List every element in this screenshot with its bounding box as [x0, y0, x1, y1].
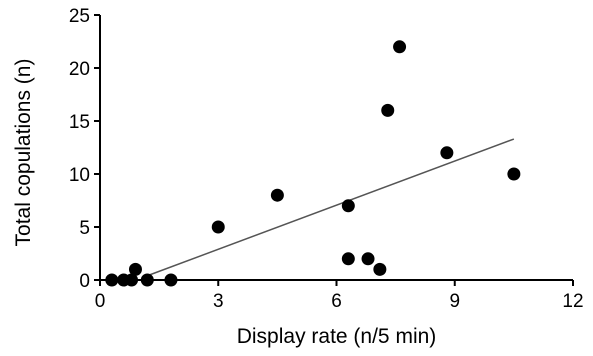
data-point [361, 252, 375, 266]
data-points [105, 40, 521, 287]
y-tick-label: 5 [79, 218, 90, 239]
data-point [341, 252, 355, 266]
x-axis-label: Display rate (n/5 min) [237, 325, 437, 348]
y-tick-label: 15 [69, 112, 90, 133]
data-point [373, 262, 387, 276]
y-axis-label: Total copulations (n) [12, 59, 35, 247]
trendline-group [147, 138, 515, 277]
data-point [393, 40, 407, 54]
data-point [341, 199, 355, 213]
ticks: 0 3 6 9 12 0 5 10 15 20 25 [69, 6, 584, 312]
data-point [125, 273, 139, 287]
x-tick-label: 6 [331, 291, 342, 312]
data-point [440, 146, 454, 160]
data-point [211, 220, 225, 234]
data-point [507, 167, 521, 181]
data-point [381, 103, 395, 117]
trendline [147, 138, 515, 277]
data-point [270, 188, 284, 202]
x-tick-label: 9 [449, 291, 460, 312]
axes [99, 15, 573, 281]
data-point [164, 273, 178, 287]
y-tick-label: 20 [69, 59, 90, 80]
y-tick-label: 0 [79, 271, 90, 292]
x-tick-label: 12 [562, 291, 583, 312]
data-point [128, 262, 142, 276]
y-tick-label: 10 [69, 165, 90, 186]
x-tick-label: 0 [95, 291, 106, 312]
data-point [140, 273, 154, 287]
data-point [105, 273, 119, 287]
x-tick-label: 3 [213, 291, 224, 312]
y-tick-label: 25 [69, 6, 90, 27]
